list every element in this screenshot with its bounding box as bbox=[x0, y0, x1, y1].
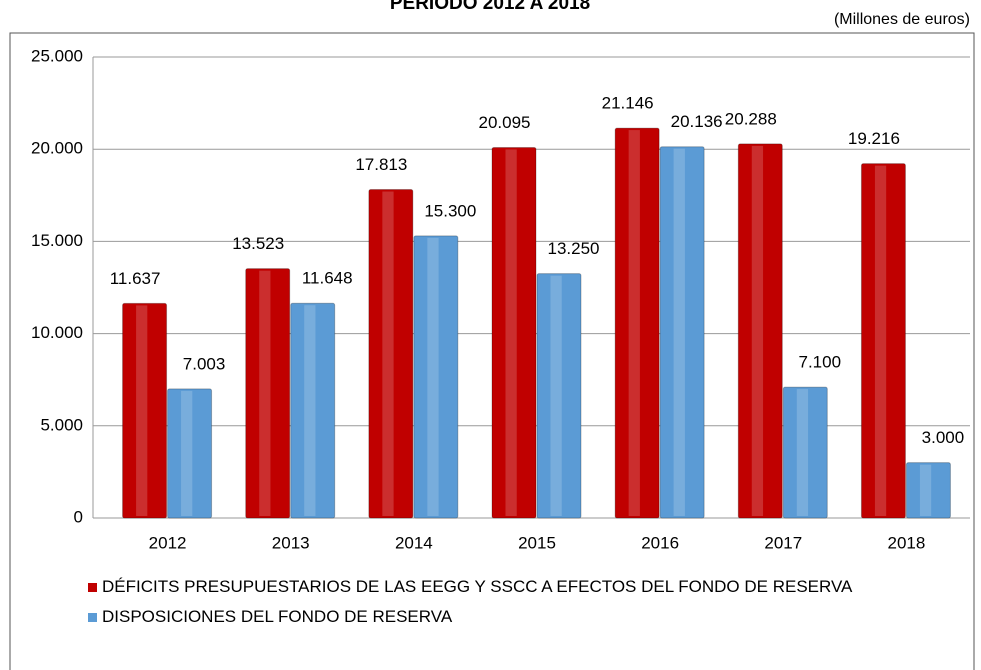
bar-shine bbox=[259, 270, 271, 516]
x-tick-label: 2014 bbox=[395, 533, 433, 552]
bar-shine bbox=[673, 148, 685, 517]
chart-title: PERÍODO 2012 A 2018 bbox=[390, 0, 590, 14]
data-label: 20.288 bbox=[725, 109, 777, 128]
chart-subtitle: (Millones de euros) bbox=[834, 11, 970, 28]
bar bbox=[122, 302, 168, 519]
data-label: 3.000 bbox=[922, 428, 965, 447]
bar bbox=[491, 146, 537, 519]
bar bbox=[536, 273, 582, 519]
y-tick-label: 0 bbox=[74, 507, 83, 526]
data-label: 15.300 bbox=[424, 201, 476, 220]
bar-shine bbox=[382, 191, 394, 517]
y-tick-label: 20.000 bbox=[31, 139, 83, 158]
legend: DÉFICITS PRESUPUESTARIOS DE LAS EEGG Y S… bbox=[88, 576, 948, 636]
legend-swatch bbox=[88, 583, 97, 592]
data-label: 11.637 bbox=[110, 269, 161, 288]
data-label: 11.648 bbox=[302, 269, 353, 288]
data-label: 17.813 bbox=[355, 155, 407, 174]
bar-shine bbox=[181, 390, 193, 516]
legend-swatch bbox=[88, 613, 97, 622]
data-label: 13.250 bbox=[548, 239, 600, 258]
legend-label: DISPOSICIONES DEL FONDO DE RESERVA bbox=[102, 607, 453, 626]
data-label: 20.136 bbox=[671, 112, 723, 131]
legend-item: DISPOSICIONES DEL FONDO DE RESERVA bbox=[88, 606, 932, 628]
bar bbox=[413, 235, 459, 519]
bar bbox=[290, 302, 336, 519]
bar bbox=[737, 143, 783, 519]
x-tick-label: 2015 bbox=[518, 533, 556, 552]
bar bbox=[614, 127, 660, 519]
bar-shine bbox=[550, 275, 562, 516]
bar bbox=[659, 146, 705, 519]
data-label: 20.095 bbox=[479, 113, 531, 132]
bar-shine bbox=[751, 145, 764, 516]
bar-shine bbox=[628, 130, 640, 517]
y-tick-label: 10.000 bbox=[31, 323, 83, 342]
bar-shine bbox=[427, 237, 439, 517]
bar-shine bbox=[796, 389, 809, 516]
bar bbox=[782, 386, 828, 519]
data-label: 19.216 bbox=[848, 129, 900, 148]
bar-shine bbox=[874, 165, 887, 516]
data-label: 7.100 bbox=[799, 353, 842, 372]
x-tick-label: 2012 bbox=[149, 533, 187, 552]
x-tick-label: 2018 bbox=[888, 533, 926, 552]
bar-shine bbox=[919, 464, 932, 516]
bar-shine bbox=[136, 305, 148, 516]
bar bbox=[167, 388, 213, 519]
x-tick-label: 2017 bbox=[764, 533, 802, 552]
y-tick-label: 5.000 bbox=[40, 415, 83, 434]
bar bbox=[368, 189, 414, 519]
x-tick-label: 2016 bbox=[641, 533, 679, 552]
bar bbox=[245, 268, 291, 519]
legend-label: DÉFICITS PRESUPUESTARIOS DE LAS EEGG Y S… bbox=[102, 577, 853, 596]
bar-shine bbox=[505, 149, 517, 517]
bar-shine bbox=[304, 305, 316, 516]
legend-item: DÉFICITS PRESUPUESTARIOS DE LAS EEGG Y S… bbox=[88, 576, 932, 598]
x-tick-label: 2013 bbox=[272, 533, 310, 552]
bar bbox=[860, 163, 906, 519]
data-label: 13.523 bbox=[232, 234, 284, 253]
y-tick-label: 25.000 bbox=[31, 46, 83, 65]
chart-frame bbox=[9, 32, 975, 670]
data-label: 7.003 bbox=[183, 354, 226, 373]
data-label: 21.146 bbox=[602, 94, 654, 113]
y-tick-label: 15.000 bbox=[31, 231, 83, 250]
bar bbox=[905, 462, 951, 519]
